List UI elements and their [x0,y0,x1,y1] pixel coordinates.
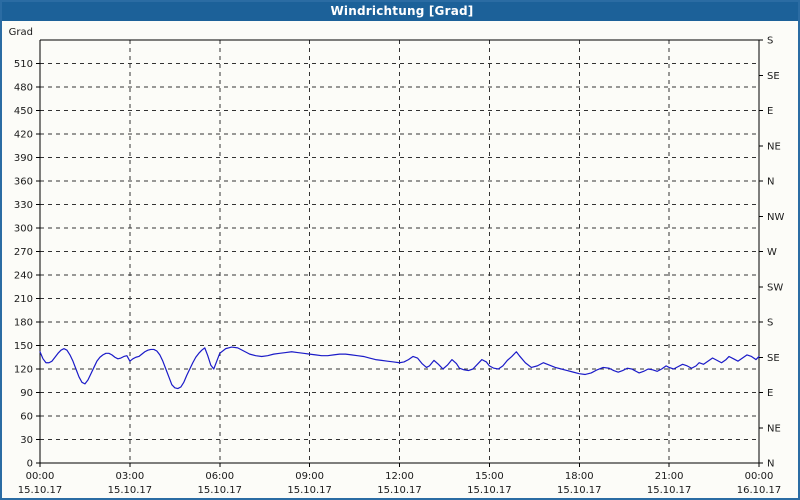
x-tick-label-time: 12:00 [385,471,414,482]
y-tick-label-right: S [767,318,773,329]
y-axis-unit-label: Grad [9,27,33,38]
y-tick-label-right: SW [767,282,783,293]
x-tick-label-date: 15.10.17 [108,485,153,496]
x-tick-label-time: 21:00 [655,471,684,482]
x-tick-label-date: 15.10.17 [647,485,692,496]
y-tick-label-right: NW [767,212,784,223]
x-tick-label-time: 00:00 [745,471,774,482]
y-tick-label-left: 270 [14,247,33,258]
y-tick-label-left: 180 [14,318,33,329]
x-tick-label-date: 16.10.17 [737,485,782,496]
y-tick-label-right: S [767,36,773,47]
y-tick-label-left: 150 [14,341,33,352]
y-tick-label-left: 450 [14,106,33,117]
x-tick-label-time: 09:00 [295,471,324,482]
x-tick-label-date: 15.10.17 [467,485,512,496]
y-tick-label-left: 480 [14,83,33,94]
x-tick-label-time: 06:00 [205,471,234,482]
x-tick-label-date: 15.10.17 [18,485,63,496]
y-tick-label-right: NE [767,423,781,434]
axis-labels-layer: 0 30 60 90 120 150 180 210 240 270 300 330 360 390 420… [9,27,785,496]
y-tick-label-left: 30 [20,435,33,446]
chart-canvas: 0 30 60 90 120 150 180 210 240 270 300 330 360 390 420… [2,21,798,498]
y-tick-label-left: 0 [27,459,33,470]
y-tick-label-right: SE [767,353,780,364]
x-tick-label-date: 15.10.17 [197,485,242,496]
y-tick-label-right: E [767,388,773,399]
axes-layer [36,39,763,467]
y-tick-label-right: SE [767,71,780,82]
series-layer [39,346,760,390]
y-tick-label-right: N [767,459,774,470]
y-tick-label-left: 420 [14,130,33,141]
y-tick-label-left: 510 [14,59,33,70]
x-tick-label-time: 15:00 [475,471,504,482]
window-titlebar: Windrichtung [Grad] [2,2,798,22]
series-line-windrichtung [39,346,760,390]
x-tick-label-date: 15.10.17 [377,485,422,496]
x-tick-label-time: 03:00 [115,471,144,482]
y-tick-label-left: 240 [14,271,33,282]
y-tick-label-left: 60 [20,412,33,423]
wind-direction-line-chart: 0 30 60 90 120 150 180 210 240 270 300 330 360 390 420… [9,27,785,496]
y-tick-label-left: 330 [14,200,33,211]
x-tick-label-time: 18:00 [565,471,594,482]
y-tick-label-left: 90 [20,388,33,399]
y-tick-label-left: 390 [14,153,33,164]
y-tick-label-left: 210 [14,294,33,305]
y-tick-label-right: NE [767,141,781,152]
y-tick-label-left: 120 [14,365,33,376]
x-tick-label-date: 15.10.17 [557,485,602,496]
y-tick-label-left: 360 [14,177,33,188]
y-tick-label-right: E [767,106,773,117]
x-tick-label-date: 15.10.17 [287,485,332,496]
page-title: Windrichtung [Grad] [330,4,474,18]
grid-layer [40,40,759,463]
y-tick-label-right: W [767,247,777,258]
x-tick-label-time: 00:00 [26,471,55,482]
y-tick-label-right: N [767,177,774,188]
y-tick-label-left: 300 [14,224,33,235]
